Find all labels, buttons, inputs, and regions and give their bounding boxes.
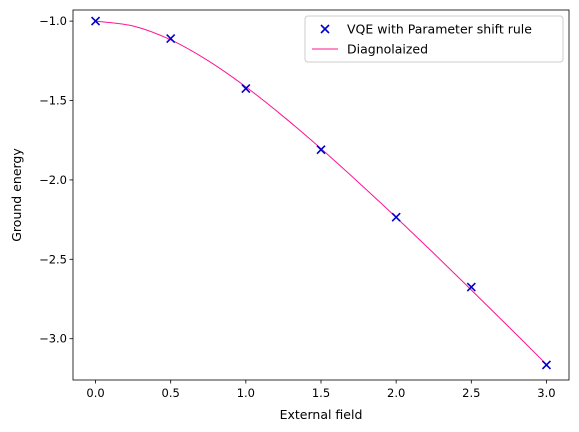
x-axis-label: External field xyxy=(280,407,363,422)
data-point-stroke xyxy=(466,282,476,292)
legend: VQE with Parameter shift rule Diagnolaiz… xyxy=(304,15,564,63)
data-point-stroke xyxy=(90,16,101,26)
data-point-stroke xyxy=(166,34,176,44)
y-axis-ticks: −1.0 −1.5 −2.0 −2.5 −3.0 xyxy=(39,14,73,346)
legend-box xyxy=(304,15,564,63)
data-point-vqe xyxy=(391,212,401,222)
legend-marker-vqe xyxy=(320,24,330,34)
plot-area xyxy=(90,16,552,370)
x-tick-label: 1.5 xyxy=(312,386,330,400)
legend-marker-stroke xyxy=(320,24,330,34)
x-tick-label: 1.0 xyxy=(237,386,255,400)
legend-label-diagonalized: Diagnolaized xyxy=(347,42,428,57)
y-tick-label: −1.0 xyxy=(39,14,67,28)
data-point-vqe xyxy=(541,360,552,370)
x-tick-label: 0.0 xyxy=(86,386,104,400)
y-axis-label: Ground energy xyxy=(9,148,24,242)
data-point-stroke xyxy=(241,84,251,94)
y-tick-label: −2.0 xyxy=(39,173,67,187)
data-point-stroke xyxy=(391,212,401,222)
y-tick-label: −3.0 xyxy=(39,332,67,346)
y-tick-label: −1.5 xyxy=(39,94,67,108)
x-tick-label: 2.0 xyxy=(387,386,405,400)
y-tick-label: −2.5 xyxy=(39,252,67,266)
x-tick-label: 0.5 xyxy=(162,386,180,400)
data-point-vqe xyxy=(90,16,101,26)
legend-label-vqe: VQE with Parameter shift rule xyxy=(347,22,532,37)
data-point-stroke xyxy=(316,145,326,155)
data-point-stroke xyxy=(541,360,552,370)
data-point-vqe xyxy=(241,84,251,94)
x-axis-ticks: 0.0 0.5 1.0 1.5 2.0 2.5 3.0 xyxy=(86,380,556,400)
x-tick-label: 3.0 xyxy=(537,386,555,400)
x-tick-label: 2.5 xyxy=(462,386,480,400)
data-point-vqe xyxy=(166,34,176,44)
data-point-vqe xyxy=(316,145,326,155)
data-point-vqe xyxy=(466,282,476,292)
